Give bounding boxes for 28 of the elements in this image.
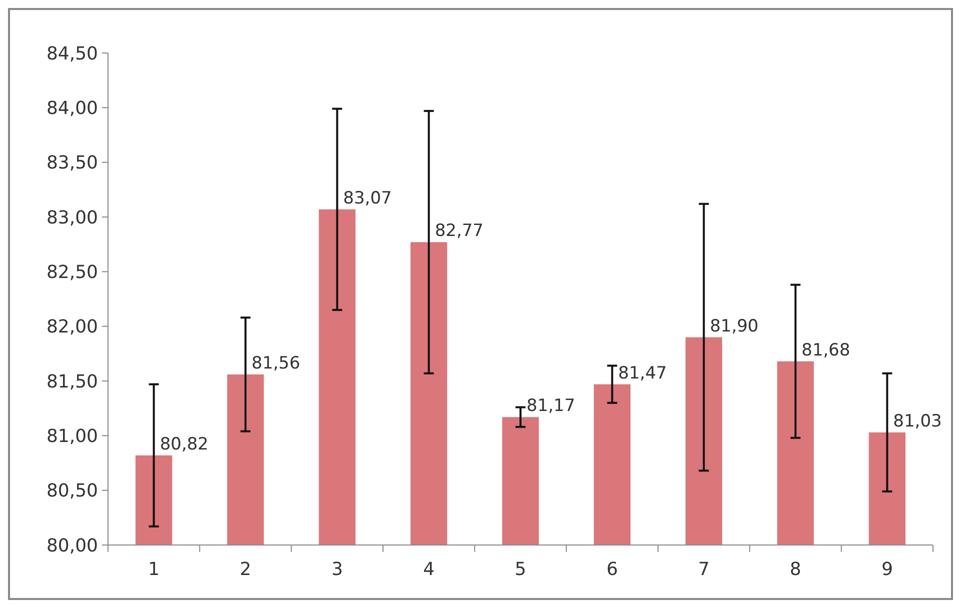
y-tick-label: 84,50 <box>46 43 98 64</box>
x-tick-label: 3 <box>331 559 343 580</box>
data-label: 83,07 <box>343 188 392 208</box>
y-tick-label: 81,50 <box>46 371 98 392</box>
data-label: 80,82 <box>160 434 209 454</box>
x-tick-label: 1 <box>148 559 160 580</box>
y-tick-label: 83,00 <box>46 207 98 228</box>
x-tick-label: 4 <box>423 559 435 580</box>
data-label: 81,90 <box>710 316 759 336</box>
y-tick-label: 83,50 <box>46 152 98 174</box>
x-tick-label: 7 <box>698 559 710 580</box>
y-tick-label: 82,50 <box>46 262 98 283</box>
y-tick-label: 82,00 <box>46 316 98 338</box>
y-tick-label: 84,00 <box>46 98 98 119</box>
data-label: 81,17 <box>526 396 576 416</box>
y-tick-label: 81,00 <box>46 426 98 447</box>
x-tick-label: 5 <box>514 559 526 580</box>
x-tick-label: 9 <box>881 559 893 580</box>
data-label: 82,77 <box>434 221 484 242</box>
x-tick-label: 2 <box>240 559 252 580</box>
data-label: 81,47 <box>618 363 667 384</box>
y-tick-label: 80,50 <box>46 480 98 502</box>
x-tick-label: 6 <box>606 559 618 580</box>
data-label: 81,03 <box>893 411 942 432</box>
y-tick-label: 80,00 <box>46 535 98 556</box>
data-label: 81,56 <box>252 353 300 374</box>
x-tick-label: 8 <box>790 559 802 580</box>
data-label: 81,68 <box>802 340 850 360</box>
